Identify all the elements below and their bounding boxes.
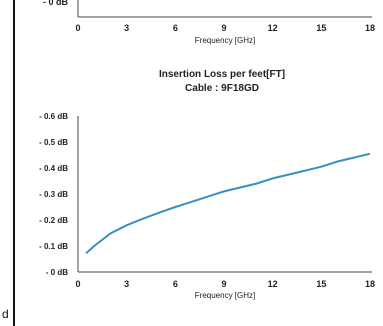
main-chart-y-tick-label: - 0.2 dB	[39, 216, 68, 225]
top-chart-x-tick-label: 0	[75, 23, 80, 33]
main-chart-y-tick-label: - 0.1 dB	[39, 242, 68, 251]
main-chart: Insertion Loss per feet[FT] Cable : 9F18…	[39, 69, 375, 300]
main-chart-x-axis-label: Frequency [GHz]	[195, 291, 255, 300]
top-chart-x-tick-label: 12	[268, 23, 278, 33]
main-chart-y-tick-label: - 0.6 dB	[39, 112, 68, 121]
main-chart-x-tick-label: 15	[316, 279, 326, 289]
main-chart-x-tick-label: 6	[173, 279, 178, 289]
top-chart-x-tick-label: 6	[173, 23, 178, 33]
main-chart-y-tick-label: - 0 dB	[46, 268, 68, 277]
top-chart-x-tick-label: 9	[221, 23, 226, 33]
top-chart-partial: - 0 dB 0 3 6 9 12 15 18 Frequency [GHz]	[43, 0, 375, 45]
main-chart-x-tick-label: 12	[268, 279, 278, 289]
main-chart-y-tick-label: - 0.5 dB	[39, 138, 68, 147]
main-chart-y-tick-label: - 0.3 dB	[39, 190, 68, 199]
chart-subtitle: Cable : 9F18GD	[185, 83, 259, 94]
top-chart-x-axis-label: Frequency [GHz]	[195, 36, 255, 45]
top-chart-x-tick-label: 3	[124, 23, 129, 33]
main-chart-x-ticks: 0 3 6 9 12 15 18	[75, 279, 375, 289]
main-chart-y-tick-label: - 0.4 dB	[39, 164, 68, 173]
top-chart-x-tick-label: 15	[316, 23, 326, 33]
main-chart-x-tick-label: 0	[75, 279, 80, 289]
top-chart-x-tick-label: 18	[365, 23, 375, 33]
top-chart-x-ticks: 0 3 6 9 12 15 18	[75, 23, 375, 33]
top-chart-y-tick-label: - 0 dB	[43, 0, 69, 7]
main-chart-y-ticks: - 0 dB - 0.1 dB - 0.2 dB - 0.3 dB - 0.4 dB - …	[39, 112, 68, 277]
main-chart-x-tick-label: 3	[124, 279, 129, 289]
main-chart-x-tick-label: 9	[221, 279, 226, 289]
chart-title: Insertion Loss per feet[FT]	[159, 69, 285, 80]
insertion-loss-series-line	[86, 154, 370, 254]
main-chart-x-tick-label: 18	[365, 279, 375, 289]
